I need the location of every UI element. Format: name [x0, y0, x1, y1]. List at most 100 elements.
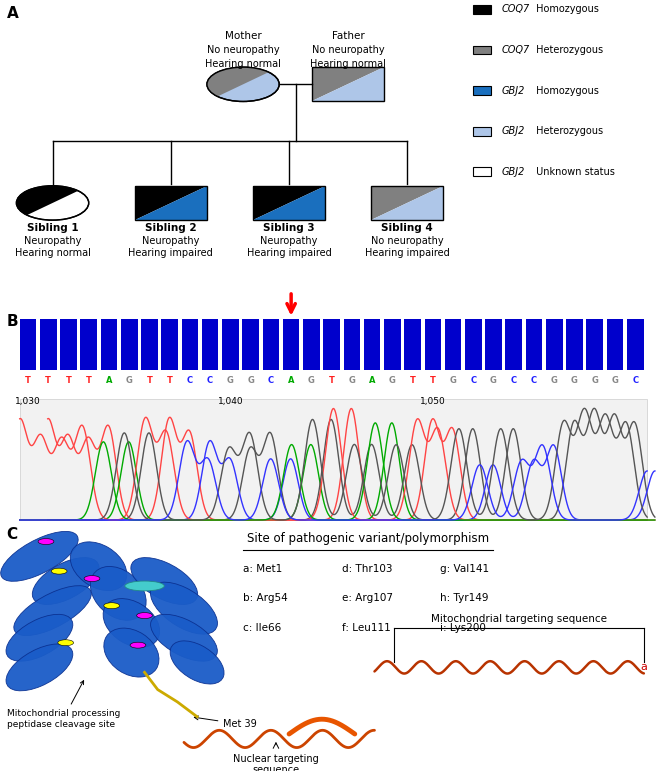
Bar: [424, 318, 441, 369]
Text: G: G: [449, 375, 457, 385]
Polygon shape: [16, 186, 78, 215]
Text: GBJ2: GBJ2: [501, 167, 525, 177]
Polygon shape: [312, 67, 384, 102]
Text: 1,050: 1,050: [420, 397, 445, 406]
Text: Homozygous: Homozygous: [533, 86, 599, 96]
Ellipse shape: [103, 598, 160, 648]
Text: a: Met1: a: Met1: [243, 564, 283, 574]
Text: g: Val141: g: Val141: [440, 564, 489, 574]
Bar: [473, 126, 491, 136]
Text: T: T: [147, 375, 152, 385]
Ellipse shape: [150, 582, 217, 635]
Text: Sibling 2: Sibling 2: [145, 224, 196, 234]
Text: Neuropathy: Neuropathy: [24, 236, 81, 246]
Bar: [587, 318, 603, 369]
Text: Father: Father: [332, 32, 365, 41]
Bar: [323, 318, 340, 369]
Polygon shape: [371, 186, 443, 221]
Text: B: B: [7, 315, 18, 329]
Polygon shape: [371, 186, 443, 221]
Circle shape: [130, 642, 146, 648]
Bar: [371, 186, 443, 221]
Text: e: Arg107: e: Arg107: [342, 594, 393, 604]
Ellipse shape: [70, 542, 127, 591]
Text: i: Lys200: i: Lys200: [440, 623, 486, 633]
Bar: [473, 45, 491, 54]
Bar: [263, 318, 279, 369]
Circle shape: [16, 186, 89, 221]
Bar: [101, 318, 117, 369]
Text: C: C: [470, 375, 476, 385]
Text: C: C: [531, 375, 537, 385]
Text: C: C: [510, 375, 517, 385]
Text: Sibling 4: Sibling 4: [382, 224, 433, 234]
Bar: [473, 167, 491, 176]
Text: T: T: [66, 375, 72, 385]
Text: Neuropathy: Neuropathy: [260, 236, 318, 246]
Text: C: C: [207, 375, 214, 385]
Bar: [606, 318, 623, 369]
Bar: [20, 318, 36, 369]
Text: G: G: [247, 375, 254, 385]
Ellipse shape: [14, 586, 91, 635]
Circle shape: [137, 613, 152, 618]
Bar: [135, 186, 207, 221]
Text: G: G: [612, 375, 618, 385]
Text: A: A: [369, 375, 375, 385]
Text: T: T: [409, 375, 415, 385]
Ellipse shape: [6, 614, 73, 662]
Text: Heterozygous: Heterozygous: [533, 126, 603, 136]
Polygon shape: [253, 186, 325, 221]
Text: Site of pathogenic variant/polymorphism: Site of pathogenic variant/polymorphism: [247, 532, 489, 544]
Bar: [473, 86, 491, 95]
Bar: [486, 318, 502, 369]
Text: A: A: [288, 375, 294, 385]
Bar: [222, 318, 238, 369]
Circle shape: [84, 576, 100, 581]
Text: Hearing impaired: Hearing impaired: [247, 248, 331, 258]
Text: GBJ2: GBJ2: [501, 126, 525, 136]
Bar: [312, 67, 384, 102]
Text: C: C: [632, 375, 638, 385]
Text: No neuropathy: No neuropathy: [312, 45, 384, 56]
Bar: [80, 318, 97, 369]
Ellipse shape: [32, 557, 99, 604]
Bar: [384, 318, 401, 369]
Bar: [473, 5, 491, 14]
Text: T: T: [45, 375, 51, 385]
Bar: [162, 318, 178, 369]
Bar: [505, 318, 522, 369]
Text: G: G: [348, 375, 355, 385]
Text: Heterozygous: Heterozygous: [533, 45, 603, 55]
Text: Hearing normal: Hearing normal: [205, 59, 281, 69]
Text: Sibling 3: Sibling 3: [263, 224, 315, 234]
Bar: [181, 318, 198, 369]
Ellipse shape: [150, 614, 217, 662]
Text: h: Tyr149: h: Tyr149: [440, 594, 489, 604]
Text: C: C: [187, 375, 193, 385]
Bar: [404, 318, 421, 369]
Circle shape: [104, 603, 120, 608]
Bar: [253, 186, 325, 221]
Bar: [40, 318, 57, 369]
Text: Nuclear targeting
sequence: Nuclear targeting sequence: [233, 754, 319, 771]
Bar: [526, 318, 542, 369]
Ellipse shape: [1, 531, 78, 581]
Text: Hearing impaired: Hearing impaired: [365, 248, 449, 258]
Text: T: T: [167, 375, 173, 385]
Text: Homozygous: Homozygous: [533, 5, 599, 15]
Text: Hearing normal: Hearing normal: [14, 248, 91, 258]
Text: T: T: [328, 375, 334, 385]
Text: G: G: [490, 375, 497, 385]
Text: T: T: [430, 375, 436, 385]
Text: A: A: [7, 6, 18, 22]
Bar: [242, 318, 259, 369]
Text: G: G: [227, 375, 234, 385]
Bar: [546, 318, 562, 369]
Text: COQ7: COQ7: [501, 45, 530, 55]
Text: Sibling 1: Sibling 1: [27, 224, 78, 234]
Circle shape: [38, 539, 54, 544]
Bar: [627, 318, 643, 369]
Bar: [566, 318, 583, 369]
Text: T: T: [86, 375, 92, 385]
